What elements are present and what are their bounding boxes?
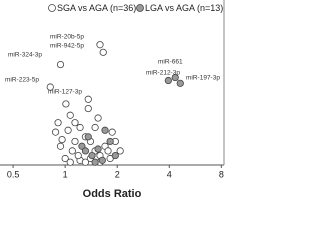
point bbox=[96, 41, 104, 49]
point bbox=[116, 147, 124, 155]
point bbox=[98, 156, 106, 164]
legend-marker bbox=[136, 4, 144, 12]
point bbox=[94, 145, 102, 153]
point bbox=[84, 133, 92, 141]
point bbox=[108, 128, 116, 136]
annotation: miR-20b-5p bbox=[50, 34, 84, 41]
point bbox=[78, 142, 86, 150]
point bbox=[106, 137, 114, 146]
point bbox=[61, 154, 69, 163]
x-axis-label: Odds Ratio bbox=[83, 188, 142, 200]
point bbox=[68, 147, 76, 155]
point bbox=[171, 73, 179, 82]
point bbox=[91, 123, 99, 132]
legend-label: LGA vs AGA (n=13) bbox=[145, 3, 223, 13]
point bbox=[164, 76, 172, 85]
point bbox=[91, 158, 99, 166]
annotation: miR-197-3p bbox=[186, 75, 220, 82]
point bbox=[58, 135, 66, 144]
point bbox=[88, 151, 96, 160]
x-tick-label: 0.5 bbox=[7, 169, 20, 179]
point bbox=[84, 95, 92, 103]
point bbox=[56, 60, 65, 69]
x-tick-label: 4 bbox=[167, 169, 172, 179]
point bbox=[101, 126, 109, 134]
point bbox=[176, 79, 184, 87]
annotation: miR-942-5p bbox=[50, 43, 84, 50]
annotation: miR-212-3p bbox=[146, 70, 180, 77]
x-tick-label: 2 bbox=[115, 169, 120, 179]
point bbox=[64, 126, 72, 134]
point bbox=[62, 100, 70, 108]
point bbox=[51, 128, 60, 136]
point bbox=[56, 142, 65, 150]
point bbox=[74, 151, 82, 160]
point bbox=[94, 114, 102, 122]
annotation: miR-223-5p bbox=[5, 77, 39, 84]
chart: Odds Ratio 0.5 1 2 4 8 SGA vs AGA (n=36) LGA v… bbox=[0, 0, 225, 225]
legend-label: SGA vs AGA (n=36) bbox=[57, 3, 136, 13]
legend-marker bbox=[48, 4, 56, 12]
annotation: miR-324-3p bbox=[8, 52, 42, 59]
point bbox=[46, 83, 54, 91]
point bbox=[66, 158, 74, 166]
annotation: miR-661 bbox=[158, 59, 183, 66]
point bbox=[66, 111, 74, 119]
background bbox=[0, 0, 225, 225]
point bbox=[104, 147, 112, 155]
point bbox=[71, 119, 79, 127]
point bbox=[81, 147, 90, 155]
point bbox=[71, 137, 79, 146]
annotation: miR-127-3p bbox=[48, 89, 82, 96]
point bbox=[54, 119, 62, 127]
x-tick-label: 1 bbox=[63, 169, 68, 179]
point bbox=[84, 104, 92, 113]
point bbox=[76, 123, 84, 132]
x-tick-label: 8 bbox=[219, 169, 224, 179]
point bbox=[99, 48, 107, 56]
point bbox=[111, 151, 119, 160]
point bbox=[81, 158, 90, 166]
